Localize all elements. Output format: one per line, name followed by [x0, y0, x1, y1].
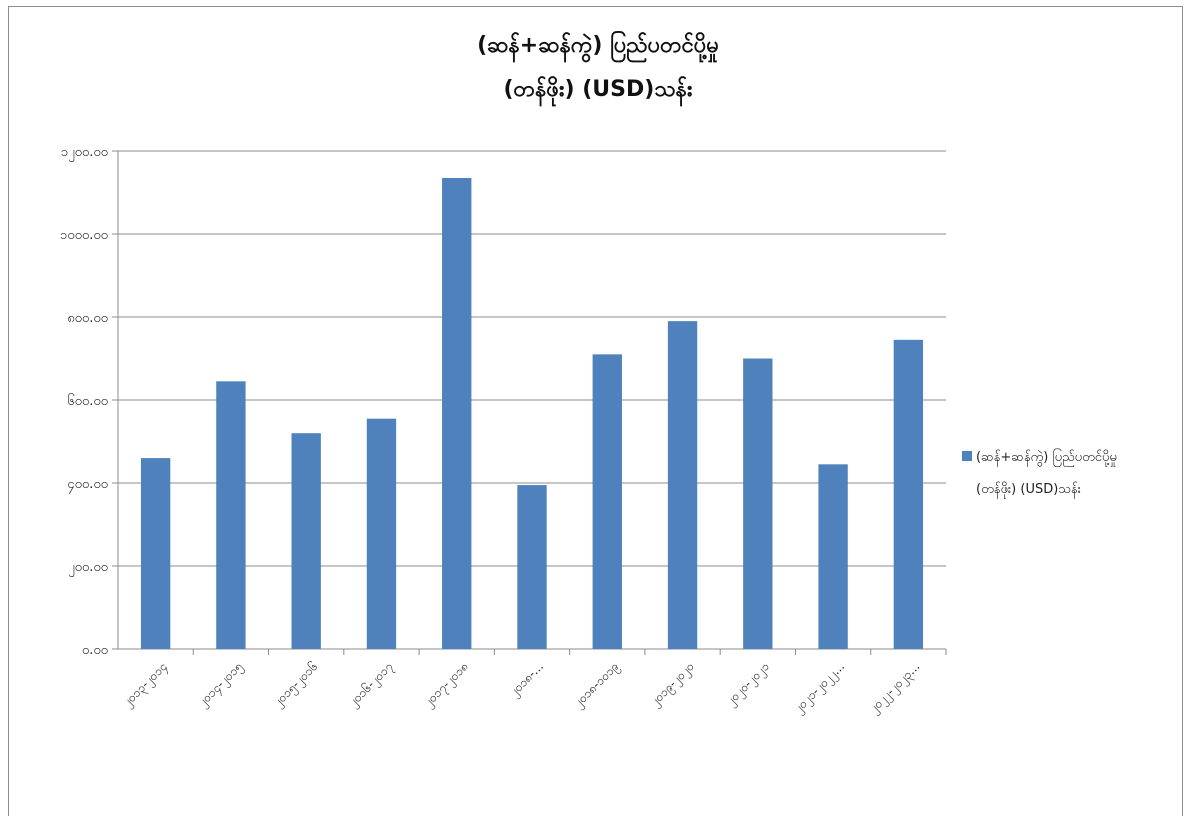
chart-title-line-2: (တန်ဖိုး) (USD)သန်း [503, 75, 692, 107]
bar [366, 418, 397, 649]
x-tick-labels: ၂၀၁၃-၂၀၁၄ ၂၀၁၄-၂၀၁၅ ၂၀၁၅-၂၀၁၆ ၂၀၁၆-၂၀၁၇ ၂၀၁၇… [120, 659, 925, 718]
y-tick-label: ၂၀၀.၀၀ [68, 560, 108, 577]
legend-label-line-1: (ဆန်+ဆန်ကွဲ) ပြည်ပတင်ပို့မှု [976, 448, 1117, 467]
bar [517, 485, 547, 649]
y-tick-labels: ၀.၀၀ ၂၀၀.၀၀ ၄၀၀.၀၀ ၆၀၀.၀၀ ၈၀၀.၀၀ ၁၀၀၀.၀၀ ၁၂၀၀.… [60, 145, 108, 658]
x-tick-label: ၂၀၁၅-၂၀၁၆ [270, 659, 323, 712]
y-tick-label: ၈၀၀.၀၀ [67, 311, 108, 326]
y-tick-label: ၀.၀၀ [82, 643, 108, 658]
y-tick-label: ၁၀၀၀.၀၀ [60, 228, 108, 243]
chart-frame [8, 6, 1183, 816]
x-tick-label: ၂၀၂၂-၂၀၂၃... [866, 659, 924, 717]
bars [140, 177, 924, 649]
x-tick-label: ၂၀၁၉-၂၀၂၀ [647, 659, 698, 710]
bar [140, 458, 171, 649]
x-tick-label: ၂၀၂၁-၂၀၂၂... [791, 659, 849, 717]
bar [743, 358, 773, 649]
x-tick-label: ၂၀၁၇-၂၀၁၈ [421, 659, 473, 711]
bar [216, 381, 246, 649]
legend: (ဆန်+ဆန်ကွဲ) ပြည်ပတင်ပို့မှု (တန်ဖိုး) (… [962, 448, 1117, 499]
bar [818, 464, 848, 649]
bar [893, 339, 924, 649]
x-tick-label: ၂၀၁၃-၂၀၁၄ [120, 659, 172, 711]
y-tick-label: ၁၂၀၀.၀၀ [61, 145, 108, 162]
bar [291, 433, 321, 649]
x-tick-label: ၂၀၁၈-၁၀၁၉ [571, 659, 624, 712]
bar [592, 354, 622, 649]
bar [442, 177, 472, 649]
chart-title-line-1: (ဆန်+ဆန်ကွဲ) ပြည်ပတင်ပို့မှု [477, 30, 719, 63]
legend-label-line-2: (တန်ဖိုး) (USD)သန်း [976, 481, 1081, 499]
x-tick-label: ၂၀၁၈-... [507, 659, 549, 701]
gridlines [118, 150, 946, 567]
y-tick-label: ၆၀၀.၀၀ [67, 393, 108, 409]
x-tick-label: ၂၀၁၆-၂၀၁၇ [345, 659, 398, 712]
x-tick-label: ၂၀၂၀-၂၀၂၁ [723, 659, 774, 710]
legend-swatch [962, 451, 972, 461]
x-tick-label: ၂၀၁၄-၂၀၁၅ [195, 659, 247, 711]
bar [667, 321, 698, 649]
y-tick-label: ၄၀၀.၀၀ [67, 477, 108, 494]
